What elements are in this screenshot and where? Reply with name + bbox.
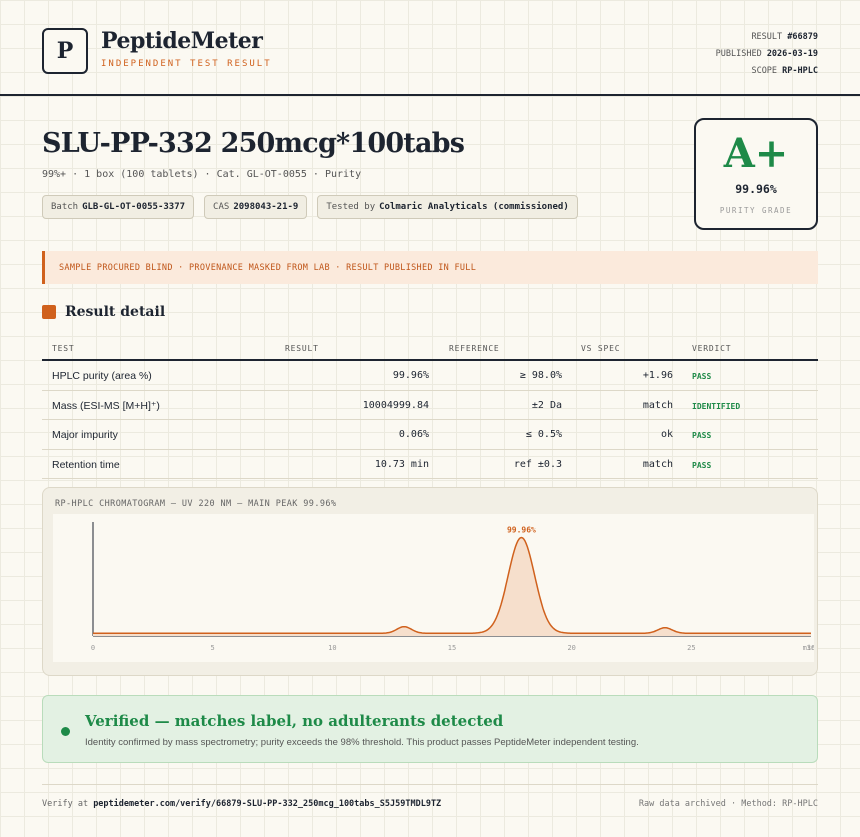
product-subtitle: 99%+ · 1 box (100 tablets) · Cat. GL-OT-… [42, 169, 362, 180]
col-test: TEST [52, 344, 75, 353]
tested-value: Colmaric Analyticals (commissioned) [379, 202, 569, 212]
batch-chip: Batch GLB-GL-OT-0055-3377 [42, 195, 195, 219]
footer-verify: Verify at peptidemeter.com/verify/66879-… [42, 799, 441, 809]
table-row: Retention time 10.73 min ref ±0.3 match … [42, 450, 818, 479]
table-header: TEST RESULT REFERENCE VS SPEC VERDICT [42, 335, 818, 361]
col-verdict: VERDICT [692, 344, 732, 353]
meta-scope-value: RP-HPLC [782, 66, 818, 76]
table-row: Mass (ESI-MS [M+H]⁺) 10004999.84 ±2 Da m… [42, 391, 818, 420]
verified-box: Verified — matches label, no adulterants… [42, 695, 818, 763]
product-title: SLU-PP-332 250mcg*100tabs [42, 128, 465, 159]
brand-name: PeptideMeter [101, 28, 263, 54]
report-header: P PeptideMeter INDEPENDENT TEST RESULT R… [0, 0, 860, 96]
grade-label: PURITY GRADE [719, 206, 793, 215]
x-tick-label: 25 [687, 644, 695, 652]
grade-value: 99.96% [735, 182, 777, 196]
meta-scope-label: SCOPE [751, 66, 778, 76]
cas-chip: CAS 2098043-21-9 [204, 195, 308, 219]
cell-reference: ≥ 98.0% [519, 370, 562, 381]
table-row: Major impurity 0.06% ≤ 0.5% ok PASS [42, 420, 818, 450]
result-table: TEST RESULT REFERENCE VS SPEC VERDICT HP… [42, 335, 818, 479]
x-tick-label: 30 [807, 644, 814, 652]
chromatogram-area [93, 537, 811, 636]
verified-subtitle: Identity confirmed by mass spectrometry;… [85, 737, 639, 748]
x-tick-label: 0 [91, 644, 95, 652]
meta-result-label: RESULT [751, 32, 783, 42]
product-chips: Batch GLB-GL-OT-0055-3377 CAS 2098043-21-9… [42, 195, 578, 219]
cas-value: 2098043-21-9 [233, 202, 299, 212]
chromatogram-panel: RP-HPLC CHROMATOGRAM — UV 220 NM — MAIN … [42, 487, 818, 676]
procurement-banner: SAMPLE PROCURED BLIND · PROVENANCE MASKE… [42, 251, 818, 284]
verify-link[interactable]: peptidemeter.com/verify/66879-SLU-PP-332… [93, 799, 442, 809]
cell-result: 10004999.84 [362, 399, 429, 411]
col-reference: REFERENCE [449, 344, 500, 353]
chromatogram-line [93, 536, 811, 635]
cell-vs-spec: match [642, 458, 673, 470]
result-meta: RESULT #66879 PUBLISHED 2026-03-19 SCOPE… [716, 29, 818, 80]
cell-test: Major impurity [52, 429, 118, 441]
verify-prefix: Verify at [42, 799, 89, 809]
chromatogram-title: RP-HPLC CHROMATOGRAM — UV 220 NM — MAIN … [55, 499, 337, 509]
cell-test: Mass (ESI-MS [M+H]⁺) [52, 399, 160, 412]
section-square-icon [42, 305, 56, 319]
purity-grade-card: A+ 99.96% PURITY GRADE [694, 118, 818, 230]
cell-verdict: PASS [692, 431, 712, 440]
verified-dot-icon [61, 727, 70, 736]
meta-result-value: #66879 [787, 32, 818, 42]
tested-by-chip: Tested by Colmaric Analyticals (commissio… [317, 195, 578, 219]
meta-published-label: PUBLISHED [715, 49, 762, 59]
batch-value: GLB-GL-OT-0055-3377 [82, 202, 186, 212]
cell-result: 99.96% [392, 370, 429, 381]
cell-result: 10.73 min [374, 458, 429, 470]
cell-verdict: PASS [692, 460, 712, 470]
cell-verdict: PASS [692, 372, 712, 381]
cell-vs-spec: +1.96 [642, 370, 673, 381]
cell-result: 0.06% [398, 429, 429, 440]
chromatogram-plot: 99.96% 0 5 10 15 20 25 30 min [53, 514, 815, 662]
x-tick-label: 15 [448, 644, 456, 652]
table-row: HPLC purity (area %) 99.96% ≥ 98.0% +1.9… [42, 361, 818, 391]
x-unit-label: min [803, 644, 814, 652]
meta-published-value: 2026-03-19 [766, 49, 818, 59]
x-tick-label: 20 [567, 644, 575, 652]
peak-label: 99.96% [507, 526, 536, 535]
cell-test: Retention time [52, 458, 120, 471]
col-vs-spec: VS SPEC [581, 344, 621, 353]
cell-vs-spec: match [642, 399, 673, 411]
verified-title: Verified — matches label, no adulterants… [85, 712, 504, 730]
meta-result: RESULT #66879 [716, 29, 818, 46]
brand-tagline: INDEPENDENT TEST RESULT [101, 59, 272, 69]
cas-label: CAS [213, 202, 230, 212]
section-title: Result detail [65, 304, 166, 320]
cell-reference: ≤ 0.5% [525, 429, 562, 440]
meta-published: PUBLISHED 2026-03-19 [716, 46, 818, 63]
grade-letter: A+ [723, 130, 789, 177]
section-result-detail: Result detail [42, 304, 165, 320]
cell-reference: ref ±0.3 [513, 458, 562, 470]
col-result: RESULT [285, 344, 319, 353]
footer-method: Raw data archived · Method: RP-HPLC [638, 799, 818, 809]
batch-label: Batch [51, 202, 79, 212]
x-tick-label: 10 [328, 644, 336, 652]
footer-divider [42, 784, 818, 785]
cell-vs-spec: ok [660, 429, 673, 440]
tested-label: Tested by [326, 202, 376, 212]
cell-verdict: IDENTIFIED [692, 401, 741, 411]
brand-logo: P [42, 28, 88, 74]
x-tick-label: 5 [211, 644, 215, 652]
cell-test: HPLC purity (area %) [52, 370, 152, 382]
cell-reference: ±2 Da [531, 399, 562, 411]
meta-scope: SCOPE RP-HPLC [716, 63, 818, 80]
